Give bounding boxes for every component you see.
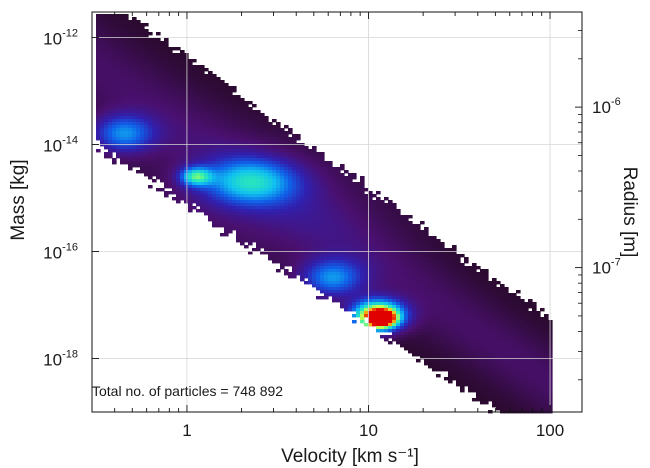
y-axis-title-left: Mass [kg] (8, 159, 29, 240)
particle-count-annotation: Total no. of particles = 748 892 (92, 383, 283, 399)
y-right-tick-label: 10-7 (592, 257, 621, 278)
density-layer (96, 14, 553, 414)
x-tick-label: 1 (182, 421, 191, 440)
x-axis-title: Velocity [km s⁻¹] (281, 446, 419, 467)
y-left-tick-label: 10-16 (43, 242, 78, 263)
grid-lines (92, 12, 582, 412)
plot-axes (91, 11, 583, 413)
y-left-tick-label: 10-12 (43, 28, 78, 49)
y-axis-title-right: Radius [m] (619, 167, 640, 258)
x-tick-label: 100 (536, 421, 564, 440)
plot-frame (91, 11, 583, 413)
y-left-tick-label: 10-14 (43, 135, 78, 156)
y-right-tick-label: 10-6 (592, 96, 621, 117)
tick-labels: 1 10 100 10-12 10-14 10-16 10-18 10-6 10-7 (43, 28, 621, 440)
x-tick-label: 10 (359, 421, 378, 440)
tick-marks (91, 12, 582, 412)
y-left-tick-label: 10-18 (43, 349, 78, 370)
